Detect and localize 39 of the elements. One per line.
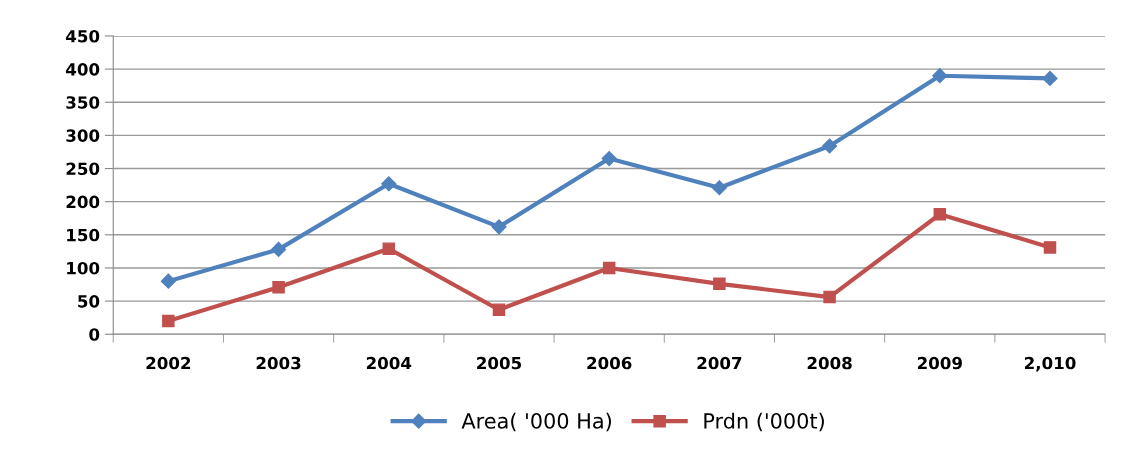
point xyxy=(1043,241,1057,254)
y-tick-label: 450 xyxy=(66,29,100,43)
x-tick-label: 2006 xyxy=(587,356,632,370)
point xyxy=(272,280,285,294)
point xyxy=(601,151,617,167)
point xyxy=(933,208,947,221)
y-tick-label: 350 xyxy=(66,96,100,109)
point xyxy=(823,290,836,304)
legend-label: Area( '000 Ha) xyxy=(461,412,611,432)
point xyxy=(711,180,727,196)
y-tick-label: 200 xyxy=(66,195,100,209)
y-tick-label: 300 xyxy=(66,129,100,142)
point xyxy=(602,261,616,275)
x-tick-label: 2,010 xyxy=(1024,356,1076,372)
point xyxy=(713,277,726,291)
y-tick-label: 400 xyxy=(66,63,100,76)
point xyxy=(382,242,396,255)
point xyxy=(491,219,507,235)
x-tick-label: 2003 xyxy=(256,356,301,370)
point xyxy=(381,176,397,192)
point xyxy=(1042,70,1058,86)
legend-label: Prdn ('000t) xyxy=(704,412,824,432)
point xyxy=(822,138,838,154)
point xyxy=(932,68,948,84)
point xyxy=(160,273,176,289)
x-tick-label: 2009 xyxy=(917,356,962,370)
y-tick-label: 100 xyxy=(67,261,100,275)
y-tick-label: 0 xyxy=(89,328,100,341)
x-tick-label: 2004 xyxy=(366,356,412,370)
x-tick-label: 2007 xyxy=(697,356,742,370)
x-tick-label: 2008 xyxy=(807,356,852,370)
x-tick-label: 2005 xyxy=(477,356,521,370)
point xyxy=(270,241,287,257)
x-tick-label: 2002 xyxy=(146,356,191,370)
point xyxy=(492,303,506,316)
y-tick-label: 250 xyxy=(66,162,100,176)
point xyxy=(162,314,175,328)
y-tick-label: 150 xyxy=(67,228,100,242)
y-tick-label: 50 xyxy=(78,295,100,308)
